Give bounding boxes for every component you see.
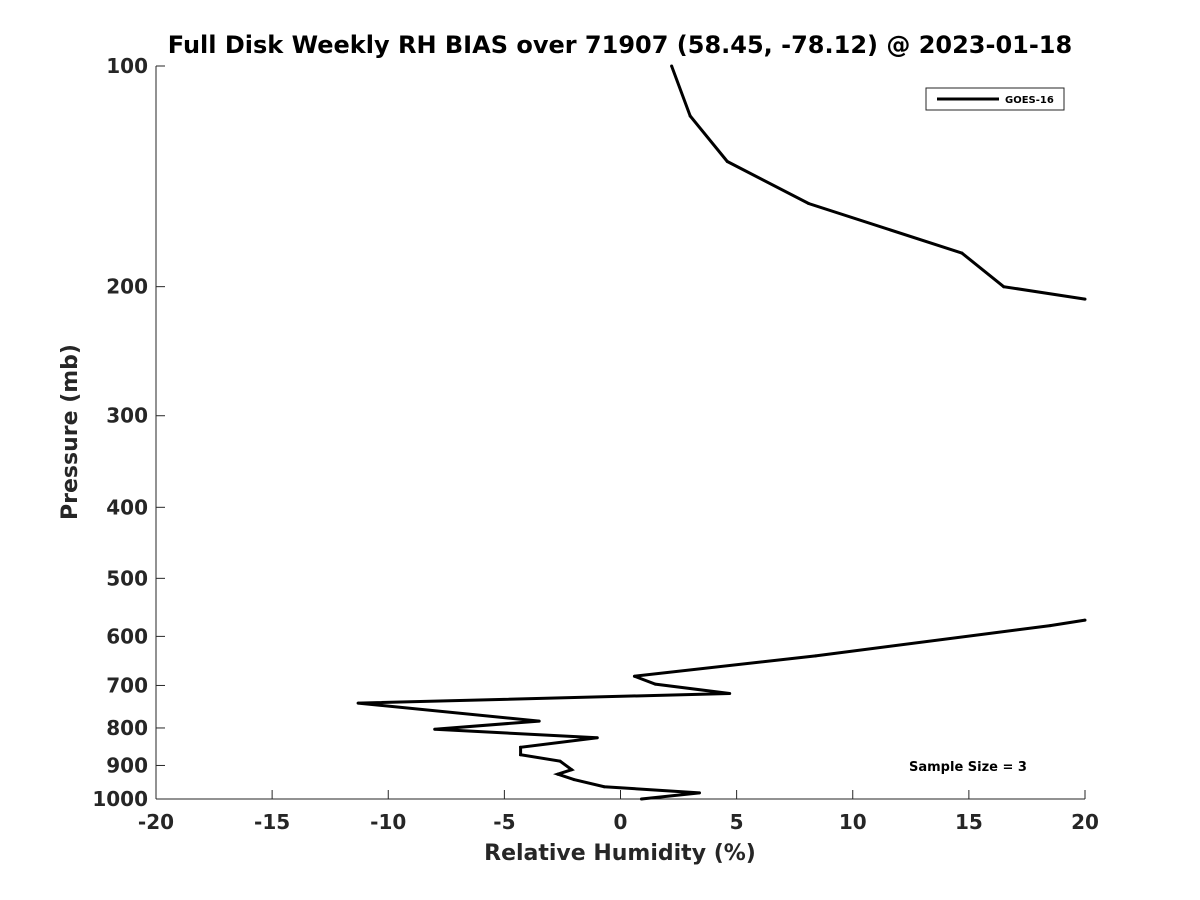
y-tick-label: 200 [106, 275, 148, 299]
y-axis-label: Pressure (mb) [58, 344, 83, 520]
data-point [433, 727, 437, 731]
y-tick-label: 100 [106, 54, 148, 78]
y-axis-ticks: 100 200 300 400 500 600 700 800 900 1000 [92, 54, 165, 811]
y-tick-label: 300 [106, 404, 148, 428]
chart-title: Full Disk Weekly RH BIAS over 71907 (58.… [168, 31, 1072, 59]
data-point [725, 160, 729, 163]
series-layer [356, 64, 1087, 801]
x-axis-ticks: -20 -15 -10 -5 0 5 10 15 20 [138, 790, 1099, 834]
data-point [356, 701, 360, 705]
x-tick-label: -5 [493, 810, 515, 834]
data-point [556, 772, 560, 776]
x-tick-label: 0 [614, 810, 628, 834]
data-point [698, 791, 701, 795]
data-point [653, 682, 657, 686]
data-point [1002, 285, 1006, 289]
data-point [670, 64, 674, 68]
legend: GOES-16 [925, 87, 1065, 111]
y-tick-label: 900 [106, 753, 148, 777]
data-point [1083, 618, 1087, 622]
data-point [519, 745, 523, 749]
x-tick-label: 15 [955, 810, 983, 834]
y-tick-label: 700 [106, 673, 148, 697]
data-point [814, 654, 818, 658]
y-tick-label: 1000 [92, 787, 148, 811]
x-tick-label: -15 [254, 810, 290, 834]
data-point [807, 202, 811, 205]
data-point [688, 114, 692, 118]
x-tick-label: 10 [839, 810, 867, 834]
data-point [960, 251, 964, 255]
data-point [558, 759, 562, 763]
x-axis-label: Relative Humidity (%) [484, 841, 756, 866]
data-point [570, 768, 574, 772]
data-point [1048, 624, 1052, 628]
y-tick-label: 500 [106, 566, 148, 590]
y-tick-label: 800 [106, 716, 148, 740]
y-tick-label: 400 [106, 495, 148, 519]
data-point [728, 692, 732, 695]
sample-size-annotation: Sample Size = 3 [909, 760, 1027, 775]
y-tick-label: 600 [106, 624, 148, 648]
x-tick-label: -20 [138, 810, 174, 834]
data-point [602, 785, 606, 789]
data-point [537, 719, 541, 723]
x-tick-label: -10 [370, 810, 406, 834]
data-point [519, 753, 523, 757]
data-point [632, 674, 636, 678]
data-point [595, 736, 599, 740]
data-point [572, 778, 576, 782]
x-tick-label: 20 [1071, 810, 1099, 834]
legend-label-goes-16: GOES-16 [1005, 95, 1054, 106]
data-point [639, 797, 643, 801]
data-point [1083, 297, 1087, 301]
x-tick-label: 5 [730, 810, 744, 834]
